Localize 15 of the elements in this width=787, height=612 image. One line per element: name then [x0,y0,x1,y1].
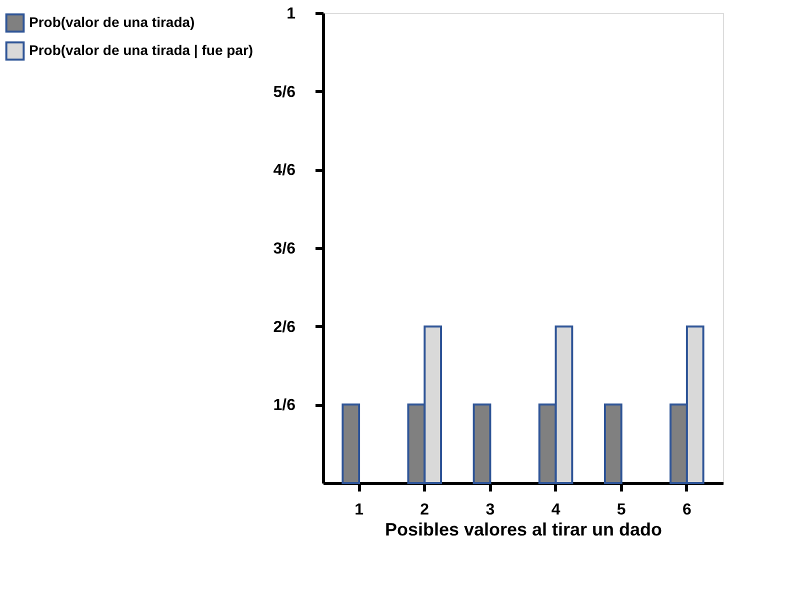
x-tick-label: 4 [551,502,560,518]
y-tick-label: 1/6 [273,397,296,414]
x-tick-label: 6 [682,502,692,518]
y-tick-label: 4/6 [273,162,296,180]
legend-label: Prob(valor de una tirada | fue par) [29,42,254,59]
y-tick-label: 1 [286,6,296,22]
y-tick-label: 2/6 [273,318,296,336]
x-tick-label: 3 [486,502,495,518]
x-tick-label: 2 [420,502,430,518]
x-tick-label: 1 [354,502,364,518]
y-tick-label: 5/6 [273,84,296,101]
x-tick-label: 5 [616,502,626,518]
legend-label: Prob(valor de una tirada) [29,14,195,30]
x-axis-title: Posibles valores al tirar un dado [384,520,662,540]
y-tick-label: 3/6 [273,240,296,258]
